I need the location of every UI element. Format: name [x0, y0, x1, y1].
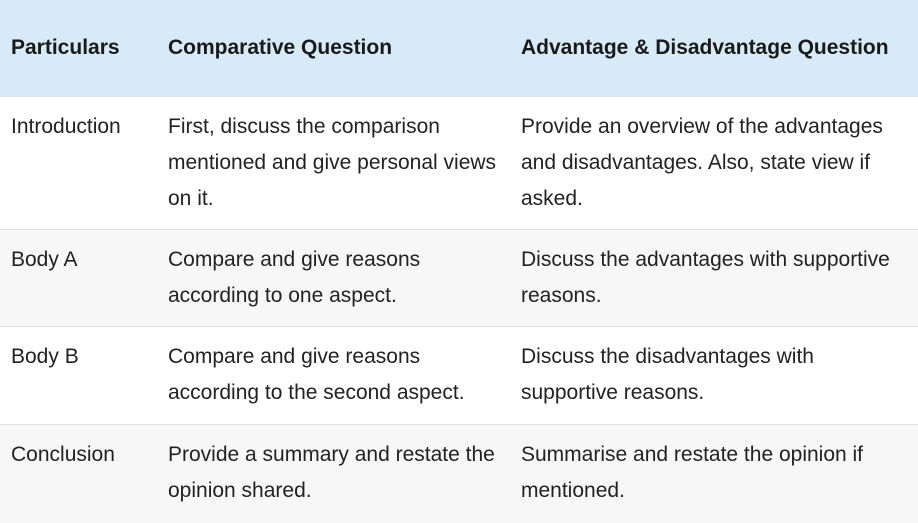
cell-comparative: Compare and give reasons according to th… — [157, 325, 510, 424]
table-header: Particulars Comparative Question Advanta… — [0, 0, 918, 96]
table-row: Body B Compare and give reasons accordin… — [0, 325, 918, 424]
cell-comparative: Provide a summary and restate the opinio… — [157, 423, 510, 523]
table-row: Body A Compare and give reasons accordin… — [0, 228, 918, 326]
table-body: Introduction First, discuss the comparis… — [0, 95, 918, 523]
cell-advantage: Discuss the disadvantages with supportiv… — [510, 325, 918, 424]
cell-particular: Body A — [0, 228, 157, 326]
cell-advantage: Discuss the advantages with supportive r… — [510, 228, 918, 326]
table-row: Introduction First, discuss the comparis… — [0, 95, 918, 229]
header-particulars: Particulars — [11, 35, 120, 59]
cell-comparative: Compare and give reasons according to on… — [157, 228, 510, 326]
table-row: Conclusion Provide a summary and restate… — [0, 423, 918, 523]
header-advantage-disadvantage-question: Advantage & Disadvantage Question — [521, 35, 889, 59]
cell-particular: Body B — [0, 325, 157, 424]
header-comparative-question: Comparative Question — [168, 35, 393, 59]
cell-particular: Introduction — [0, 95, 157, 229]
cell-advantage: Provide an overview of the advantages an… — [510, 95, 918, 229]
cell-advantage: Summarise and restate the opinion if men… — [510, 423, 918, 523]
cell-comparative: First, discuss the comparison mentioned … — [157, 95, 510, 229]
header-row: Particulars Comparative Question Advanta… — [0, 0, 918, 96]
cell-particular: Conclusion — [0, 423, 157, 523]
